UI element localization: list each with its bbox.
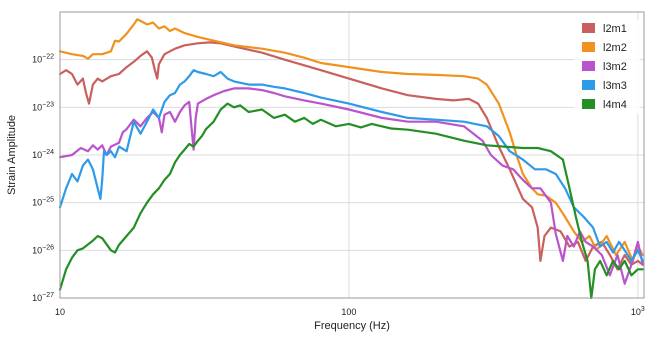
series-line-l3m2 <box>58 87 644 285</box>
x-tick-label: 103 <box>631 306 645 317</box>
y-tick-label: 10−25 <box>32 197 54 208</box>
legend: l2m1 l2m2 l3m2 l3m3 l4m4 <box>574 20 640 114</box>
y-tick-label: 10−26 <box>32 244 54 255</box>
legend-swatch <box>582 80 595 90</box>
y-axis-title: Strain Amplitude <box>6 115 18 195</box>
legend-swatch <box>582 99 595 109</box>
y-tick-label: 10−22 <box>32 54 54 65</box>
x-tick-labels: 10 100 103 <box>55 306 645 317</box>
legend-swatch <box>582 61 595 71</box>
legend-label: l4m4 <box>603 99 627 111</box>
x-tick-label: 10 <box>55 307 65 317</box>
series-line-l4m4 <box>58 102 644 300</box>
legend-swatch <box>582 23 595 33</box>
y-tick-labels: 10−27 10−26 10−25 10−24 10−23 10−22 <box>32 54 54 303</box>
legend-label: l2m2 <box>603 42 627 54</box>
x-axis-title: Frequency (Hz) <box>314 320 390 332</box>
y-tick-label: 10−24 <box>32 149 54 160</box>
series-line-l2m2 <box>58 18 644 262</box>
series-lines <box>58 18 644 300</box>
plot-frame <box>59 11 645 299</box>
legend-swatch <box>582 42 595 52</box>
series-line-l3m3 <box>58 69 644 262</box>
y-tick-label: 10−23 <box>32 101 54 112</box>
legend-label: l2m1 <box>603 23 627 35</box>
x-tick-label: 100 <box>341 307 356 317</box>
legend-label: l3m3 <box>603 80 627 92</box>
legend-label: l3m2 <box>603 61 627 73</box>
y-tick-label: 10−27 <box>32 292 54 303</box>
